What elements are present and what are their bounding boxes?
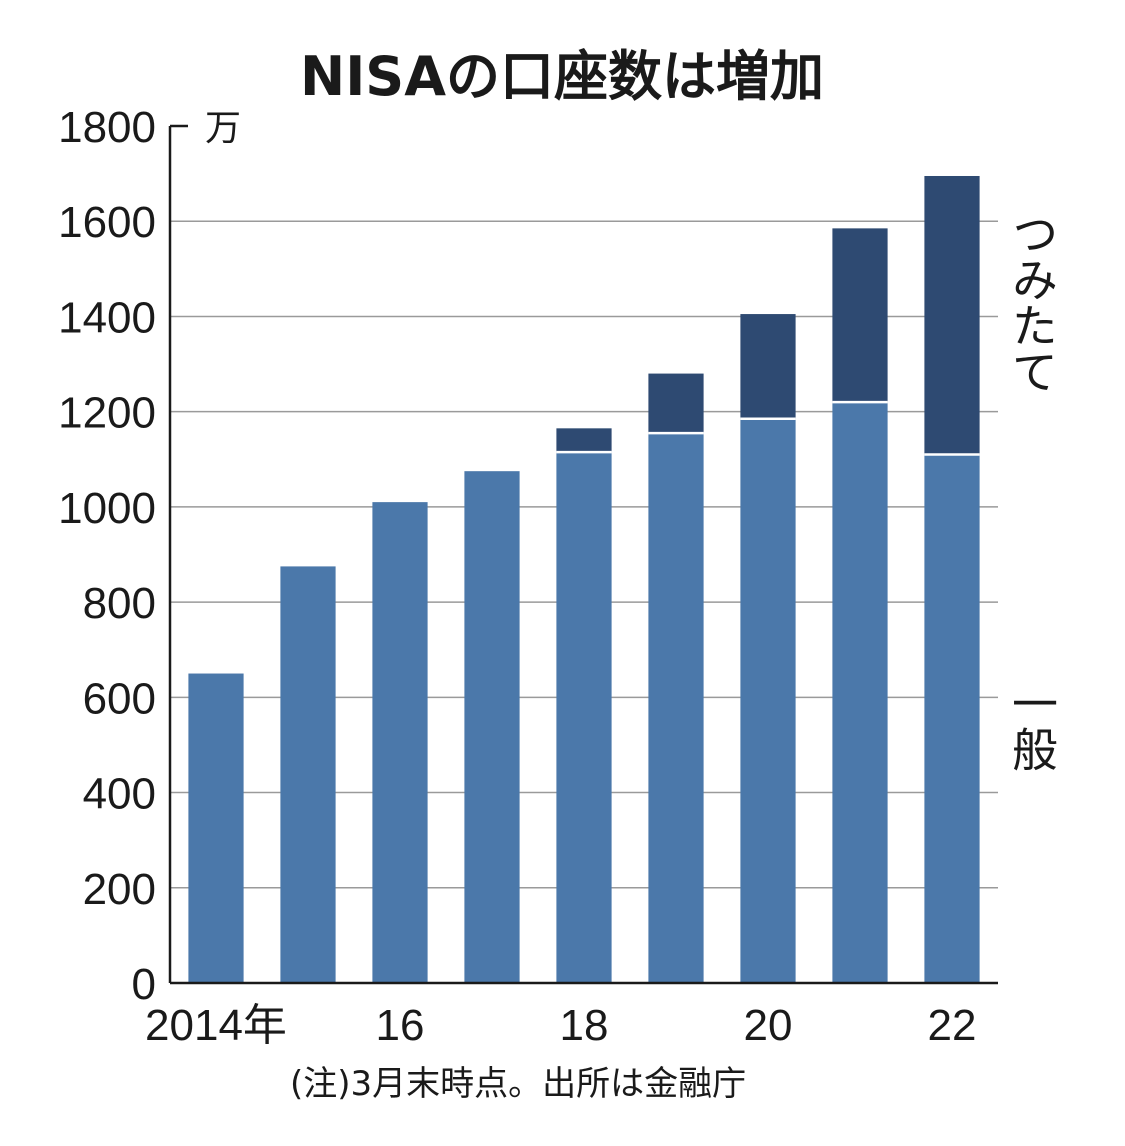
- bar-2022-tsumitate: [924, 175, 980, 455]
- bar-2015-ippan: [280, 566, 336, 983]
- x-tick-label: 22: [928, 1001, 977, 1050]
- legend-ippan: 一般: [1005, 680, 1059, 772]
- x-tick-label: 16: [376, 1001, 425, 1050]
- unit-label: 万: [205, 108, 241, 149]
- bars: [188, 175, 980, 984]
- y-tick-label: 0: [132, 960, 156, 1009]
- bar-2014-ippan: [188, 673, 244, 983]
- x-axis-labels: 2014年 16 18 20 22: [145, 1001, 976, 1050]
- bar-2021-ippan: [832, 402, 888, 984]
- y-tick-label: 800: [83, 579, 156, 628]
- y-tick-label: 400: [83, 770, 156, 819]
- y-tick-label: 1800: [58, 103, 156, 152]
- chart-title: NISAの口座数は増加: [300, 45, 824, 108]
- x-tick-label: 20: [744, 1001, 793, 1050]
- source-note: (注)3月末時点。出所は金融庁: [290, 1064, 746, 1104]
- x-tick-label: 2014年: [145, 1001, 287, 1050]
- y-tick-label: 200: [83, 865, 156, 914]
- bar-2017-ippan: [464, 471, 520, 983]
- y-tick-label: 600: [83, 674, 156, 723]
- bar-2020-tsumitate: [740, 314, 796, 419]
- bar-2016-ippan: [372, 502, 428, 983]
- y-tick-label: 1600: [58, 198, 156, 247]
- legend-tsumitate: つみたて: [1005, 210, 1059, 394]
- bar-2019-tsumitate: [648, 373, 704, 434]
- y-tick-label: 1200: [58, 389, 156, 438]
- bar-2018-tsumitate: [556, 428, 612, 453]
- x-tick-label: 18: [560, 1001, 609, 1050]
- y-axis-ticks: 0 200 400 600 800 1000 1200 1400 1600 1800: [58, 103, 188, 1009]
- bar-2020-ippan: [740, 418, 796, 983]
- bar-2019-ippan: [648, 433, 704, 983]
- y-tick-label: 1400: [58, 293, 156, 342]
- bar-2018-ippan: [556, 452, 612, 983]
- bar-2021-tsumitate: [832, 228, 888, 403]
- bar-2022-ippan: [924, 454, 980, 983]
- y-tick-label: 1000: [58, 484, 156, 533]
